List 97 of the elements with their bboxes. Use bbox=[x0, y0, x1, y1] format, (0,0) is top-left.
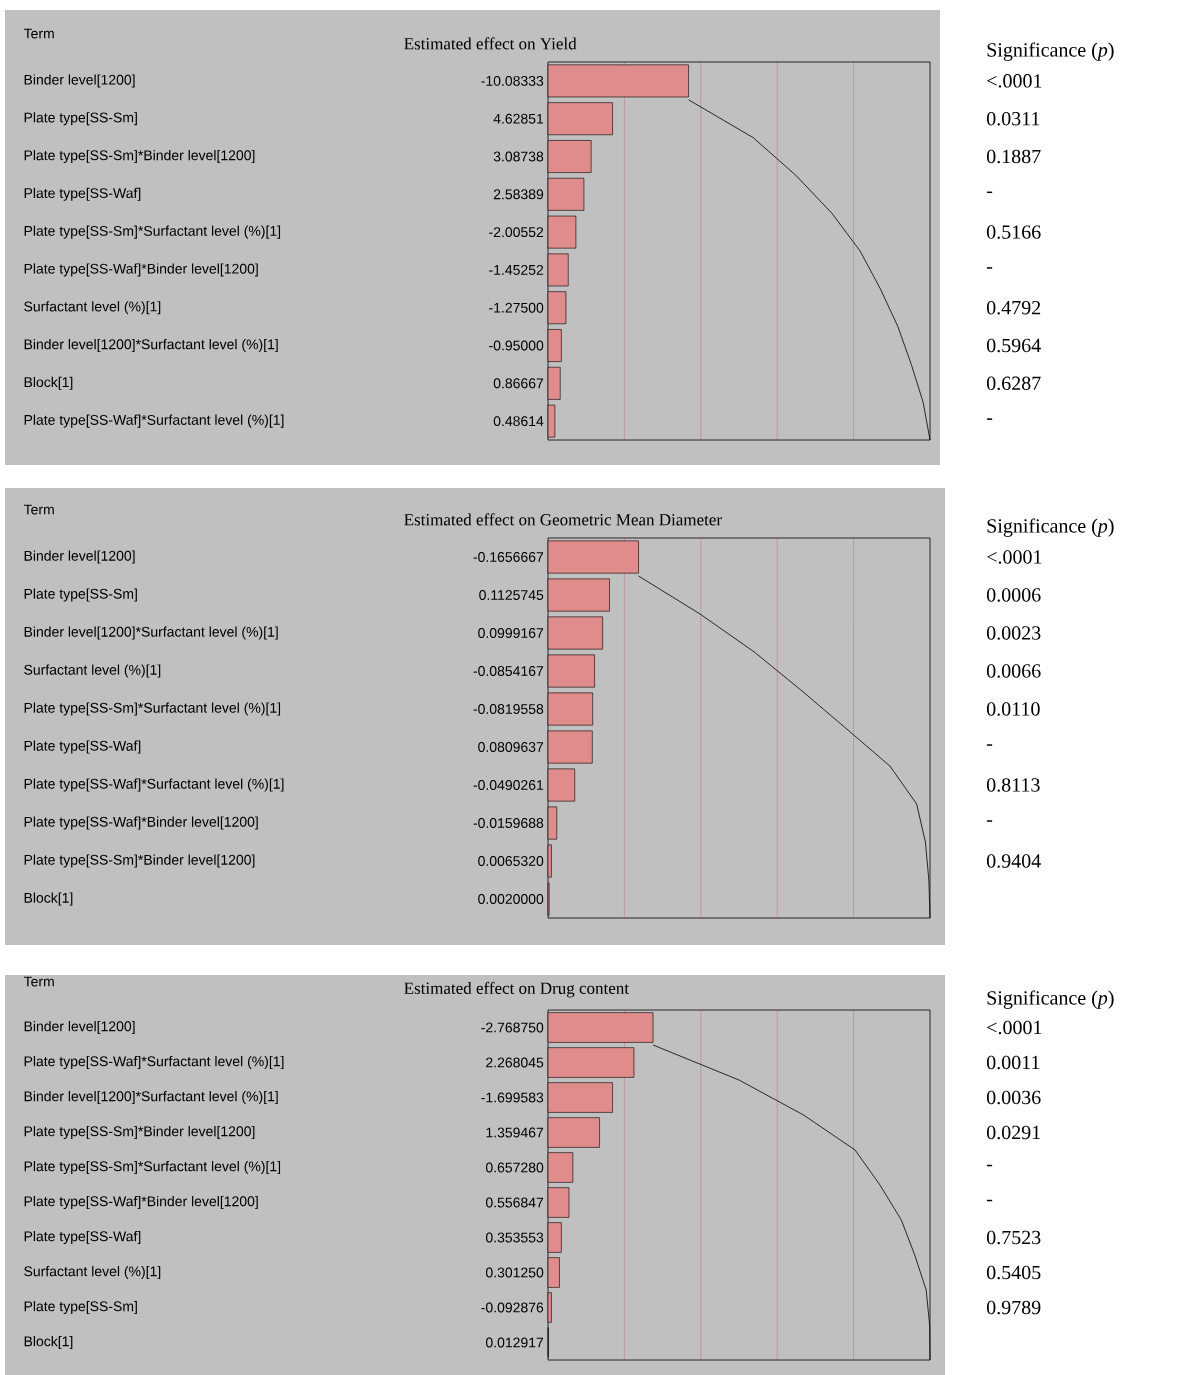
text: - bbox=[986, 820, 993, 822]
text: -0.092876 bbox=[481, 1302, 544, 1313]
y-tick-label: Plate type[SS-Waf]*Binder level[1200] bbox=[24, 816, 258, 830]
y-tick-label: Binder level[1200]*Surfactant level (%)[1] bbox=[24, 1090, 278, 1105]
text: -0.0159688 bbox=[473, 818, 544, 828]
chart-title: Estimated effect on Drug content bbox=[404, 981, 629, 998]
y-axis-title: Term bbox=[23, 976, 54, 987]
y-tick-label: Plate type[SS-Waf] bbox=[24, 187, 141, 201]
text: 0.301250 bbox=[485, 1267, 544, 1278]
y-tick-label: Plate type[SS-Sm]*Binder level[1200] bbox=[24, 1125, 255, 1140]
y-tick-label: Binder level[1200] bbox=[24, 550, 135, 564]
text: 0.5964 bbox=[986, 338, 1041, 353]
text: -0.0854167 bbox=[473, 666, 544, 676]
text: - bbox=[986, 744, 993, 746]
y-tick-label: Binder level[1200]*Surfactant level (%)[1] bbox=[24, 338, 278, 353]
text: <.0001 bbox=[987, 74, 1042, 88]
text: 0.1887 bbox=[986, 149, 1041, 164]
text: 0.7523 bbox=[986, 1230, 1041, 1245]
y-tick-label: Plate type[SS-Waf]*Surfactant level (%)[1] bbox=[24, 778, 284, 792]
text: 0.0311 bbox=[986, 111, 1040, 126]
y-tick-label: Surfactant level (%)[1] bbox=[24, 301, 161, 315]
y-axis-title: Term bbox=[23, 504, 54, 515]
y-tick-label: Plate type[SS-Sm]*Binder level[1200] bbox=[24, 149, 255, 164]
text: 0.353553 bbox=[485, 1232, 544, 1243]
text: 0.0809637 bbox=[478, 742, 544, 752]
text: 1.359467 bbox=[486, 1127, 544, 1138]
text: -0.1656667 bbox=[473, 552, 544, 562]
text: -10.08333 bbox=[481, 75, 544, 86]
y-tick-label: Plate type[SS-Sm] bbox=[24, 1301, 137, 1315]
y-tick-label: Plate type[SS-Waf]*Surfactant level (%)[1] bbox=[24, 1055, 284, 1070]
y-tick-label: Surfactant level (%)[1] bbox=[24, 664, 161, 678]
text: 2.268045 bbox=[486, 1057, 544, 1068]
text: 0.48614 bbox=[493, 416, 544, 427]
text: Significance (p) bbox=[987, 518, 1114, 537]
text: 0.0066 bbox=[986, 664, 1041, 678]
text: Significance (p) bbox=[987, 42, 1114, 61]
y-axis-title: Term bbox=[23, 28, 54, 39]
text: 0.0023 bbox=[986, 626, 1041, 640]
text: -1.27500 bbox=[489, 302, 544, 313]
text: 0.4792 bbox=[986, 300, 1041, 315]
y-tick-label: Plate type[SS-Waf]*Surfactant level (%)[1] bbox=[24, 414, 284, 428]
text: 0.657280 bbox=[485, 1162, 544, 1173]
text: 0.86667 bbox=[493, 378, 544, 389]
text: 0.9789 bbox=[986, 1300, 1041, 1315]
text: <.0001 bbox=[987, 550, 1042, 564]
y-tick-label: Plate type[SS-Waf]*Binder level[1200] bbox=[24, 1195, 258, 1210]
text: 0.012917 bbox=[485, 1337, 544, 1348]
text: 0.6287 bbox=[986, 376, 1041, 391]
y-tick-label: Binder level[1200] bbox=[24, 74, 135, 88]
chart-title: Estimated effect on Geometric Mean Diameter bbox=[404, 513, 722, 526]
text: 0.0291 bbox=[986, 1125, 1040, 1140]
text: - bbox=[986, 1164, 993, 1167]
y-tick-label: Plate type[SS-Waf] bbox=[24, 740, 141, 754]
y-tick-label: Block[1] bbox=[24, 892, 73, 906]
y-tick-label: Plate type[SS-Sm] bbox=[24, 112, 137, 126]
text: 0.0065320 bbox=[478, 856, 544, 866]
y-tick-label: Block[1] bbox=[24, 376, 73, 390]
text: 2.58389 bbox=[493, 189, 544, 200]
text: - bbox=[986, 191, 993, 194]
y-tick-label: Plate type[SS-Waf]*Binder level[1200] bbox=[24, 263, 258, 277]
text: 0.0036 bbox=[986, 1090, 1041, 1105]
y-tick-label: Surfactant level (%)[1] bbox=[24, 1266, 161, 1280]
chart-title: Estimated effect on Yield bbox=[404, 37, 577, 50]
text: 0.8113 bbox=[986, 778, 1040, 792]
text: Significance (p) bbox=[987, 990, 1114, 1009]
text: -0.95000 bbox=[489, 340, 544, 351]
y-tick-label: Plate type[SS-Waf] bbox=[24, 1230, 141, 1245]
text: 3.08738 bbox=[493, 151, 544, 162]
y-tick-label: Plate type[SS-Sm]*Surfactant level (%)[1] bbox=[24, 225, 281, 239]
text: 0.0110 bbox=[986, 702, 1040, 716]
text: -2.00552 bbox=[489, 227, 544, 238]
text: - bbox=[986, 418, 993, 420]
y-tick-label: Block[1] bbox=[24, 1336, 73, 1350]
text: 0.0999167 bbox=[478, 628, 544, 638]
text: 0.0011 bbox=[986, 1055, 1040, 1070]
y-tick-label: Binder level[1200] bbox=[24, 1020, 135, 1035]
y-tick-label: Plate type[SS-Sm]*Surfactant level (%)[1] bbox=[24, 702, 281, 716]
text: 0.0020000 bbox=[478, 894, 544, 904]
text: 0.5166 bbox=[986, 225, 1041, 239]
text: 4.62851 bbox=[493, 113, 544, 124]
text: -0.0819558 bbox=[473, 704, 544, 714]
y-tick-label: Plate type[SS-Sm] bbox=[24, 588, 137, 602]
text: -1.45252 bbox=[489, 264, 544, 275]
text: 0.0006 bbox=[986, 588, 1041, 602]
y-tick-label: Plate type[SS-Sm]*Binder level[1200] bbox=[24, 854, 255, 868]
text: <.0001 bbox=[987, 1020, 1042, 1035]
y-tick-label: Binder level[1200]*Surfactant level (%)[1] bbox=[24, 626, 278, 640]
text: - bbox=[986, 1199, 993, 1202]
text: 0.5405 bbox=[986, 1265, 1041, 1280]
text: 0.1125745 bbox=[479, 590, 544, 600]
text: -1.699583 bbox=[481, 1092, 544, 1103]
text: - bbox=[986, 267, 993, 269]
text: 0.9404 bbox=[986, 854, 1041, 868]
text: -0.0490261 bbox=[473, 780, 544, 790]
text: 0.556847 bbox=[485, 1197, 544, 1208]
text: -2.768750 bbox=[481, 1022, 544, 1033]
y-tick-label: Plate type[SS-Sm]*Surfactant level (%)[1] bbox=[24, 1160, 281, 1175]
